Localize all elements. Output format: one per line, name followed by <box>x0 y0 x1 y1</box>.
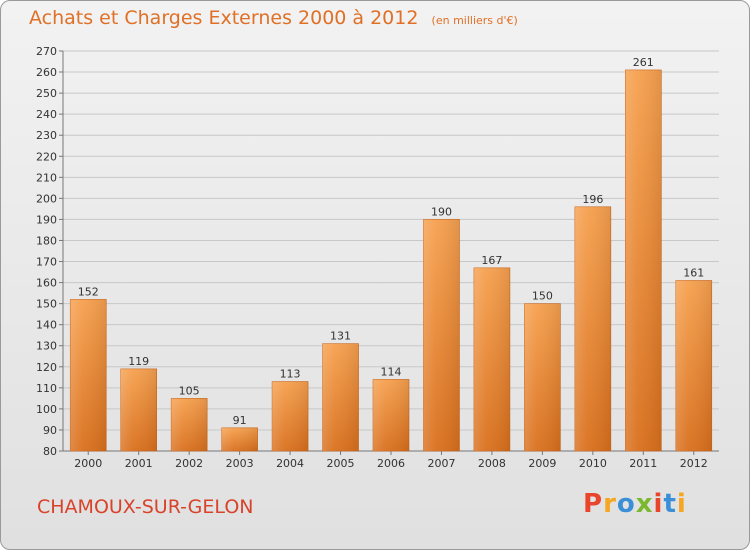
y-tick-label: 210 <box>36 171 57 184</box>
proxiti-logo: Proxiti <box>583 489 687 519</box>
chart-subtitle: (en milliers d'€) <box>431 14 518 27</box>
bars <box>69 69 713 452</box>
bar-value-label: 131 <box>330 330 351 343</box>
x-tick-label: 2002 <box>175 457 203 470</box>
logo-letter: P <box>583 489 604 519</box>
title-row: Achats et Charges Externes 2000 à 2012 (… <box>29 7 518 29</box>
bar-shine <box>70 299 107 451</box>
bar-value-label: 113 <box>280 368 301 381</box>
bar-value-label: 91 <box>233 414 247 427</box>
bar-value-label: 196 <box>582 193 603 206</box>
bar-shine <box>272 381 309 451</box>
logo-letter: i <box>676 489 687 519</box>
y-tick-label: 170 <box>36 256 57 269</box>
y-tick-label: 270 <box>36 45 57 58</box>
x-tick-label: 2012 <box>680 457 708 470</box>
logo-letter: r <box>603 489 617 519</box>
y-tick-label: 80 <box>43 445 57 458</box>
bar-shine <box>625 69 662 452</box>
bar-shine <box>473 267 510 451</box>
bar-shine <box>171 398 208 451</box>
logo-letter: i <box>653 489 664 519</box>
y-tick-label: 220 <box>36 150 57 163</box>
bar-shine <box>574 206 611 451</box>
bar-value-label: 114 <box>381 365 402 378</box>
y-tick-label: 200 <box>36 192 57 205</box>
x-tick-label: 2003 <box>226 457 254 470</box>
bar-shine <box>423 219 460 451</box>
commune-name: CHAMOUX-SUR-GELON <box>37 496 254 518</box>
x-tick-label: 2005 <box>327 457 355 470</box>
bar-value-label: 105 <box>179 384 200 397</box>
bar-value-label: 261 <box>633 56 654 69</box>
y-tick-label: 160 <box>36 277 57 290</box>
bar-shine <box>373 379 409 451</box>
bar-value-label: 167 <box>481 254 502 267</box>
data-labels: 152 119 105 91 113 131 114 190 167 150 196 261 161 <box>78 56 705 427</box>
logo-letter: t <box>663 489 677 519</box>
y-tick-label: 90 <box>43 424 57 437</box>
x-tick-label: 2009 <box>528 457 556 470</box>
bar-value-label: 190 <box>431 205 452 218</box>
bar-shine <box>524 303 561 451</box>
y-tick-label: 260 <box>36 66 57 79</box>
bar-value-label: 119 <box>128 355 149 368</box>
bar-value-label: 150 <box>532 290 553 303</box>
axes: 8090100110120130140150160170180190200210… <box>36 45 719 470</box>
bar-value-label: 161 <box>683 266 704 279</box>
x-tick-label: 2008 <box>478 457 506 470</box>
x-tick-label: 2007 <box>427 457 455 470</box>
y-tick-label: 110 <box>36 382 57 395</box>
x-tick-label: 2006 <box>377 457 405 470</box>
y-tick-label: 100 <box>36 403 57 416</box>
chart-title: Achats et Charges Externes 2000 à 2012 <box>29 7 419 29</box>
x-tick-label: 2001 <box>125 457 153 470</box>
y-tick-label: 130 <box>36 340 57 353</box>
bar-shine <box>675 280 712 451</box>
y-tick-label: 240 <box>36 108 57 121</box>
bar-shine <box>322 343 359 451</box>
y-tick-label: 140 <box>36 319 57 332</box>
y-tick-label: 190 <box>36 213 57 226</box>
y-tick-label: 180 <box>36 234 57 247</box>
y-tick-label: 250 <box>36 87 57 100</box>
bar-value-label: 152 <box>78 285 99 298</box>
logo-letter: x <box>635 489 654 519</box>
x-tick-label: 2010 <box>579 457 607 470</box>
x-tick-label: 2011 <box>629 457 657 470</box>
x-tick-label: 2004 <box>276 457 304 470</box>
bar-shine <box>120 368 157 451</box>
y-tick-label: 230 <box>36 129 57 142</box>
y-tick-label: 150 <box>36 298 57 311</box>
x-tick-label: 2000 <box>74 457 102 470</box>
logo-letter: o <box>616 489 636 519</box>
bar-shine <box>221 427 258 451</box>
y-tick-label: 120 <box>36 361 57 374</box>
